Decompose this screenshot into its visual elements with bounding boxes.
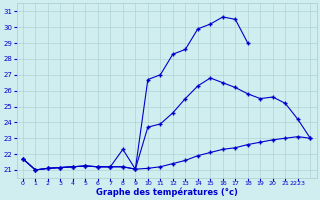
X-axis label: Graphe des températures (°c): Graphe des températures (°c) — [96, 187, 237, 197]
